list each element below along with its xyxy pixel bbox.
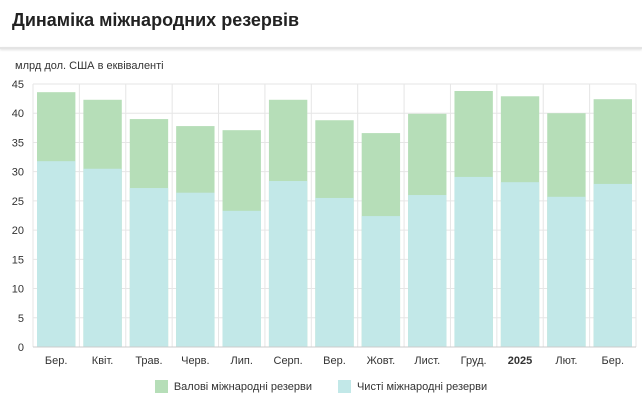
bar-net bbox=[454, 176, 493, 347]
bar-net bbox=[37, 161, 76, 347]
x-tick-label: Лип. bbox=[231, 355, 253, 367]
x-tick-label: Черв. bbox=[181, 355, 209, 367]
bar-net bbox=[593, 183, 632, 347]
bar-net bbox=[222, 210, 261, 347]
y-tick-label: 15 bbox=[12, 254, 24, 266]
bar-net bbox=[129, 188, 169, 347]
bar-net bbox=[361, 216, 401, 347]
y-tick-label: 35 bbox=[12, 137, 24, 149]
x-tick-label: Бер. bbox=[602, 355, 625, 367]
y-tick-label: 40 bbox=[12, 108, 24, 120]
page-title: Динаміка міжнародних резервів bbox=[12, 10, 300, 30]
y-tick-label: 20 bbox=[12, 225, 24, 237]
bar-net bbox=[315, 197, 354, 347]
x-tick-label: Бер. bbox=[45, 355, 68, 367]
legend-label: Валові міжнародні резерви bbox=[173, 380, 312, 393]
divider bbox=[0, 47, 642, 49]
legend: Валові міжнародні резерви Чисті міжнарод… bbox=[0, 380, 642, 393]
legend-label: Чисті міжнародні резерви bbox=[356, 380, 488, 393]
x-tick-label: Груд. bbox=[461, 355, 487, 367]
legend-item-net[interactable]: Чисті міжнародні резерви bbox=[337, 380, 488, 393]
legend-item-gross[interactable]: Валові міжнародні резерви bbox=[154, 380, 312, 393]
y-tick-label: 25 bbox=[12, 196, 24, 208]
x-tick-label: Квіт. bbox=[92, 355, 114, 367]
legend-swatch bbox=[337, 380, 351, 393]
bar-net bbox=[500, 182, 540, 347]
x-tick-label: Лют. bbox=[555, 355, 577, 367]
x-tick-label: Трав. bbox=[135, 355, 162, 367]
x-tick-label: 2025 bbox=[508, 355, 532, 367]
bar-net bbox=[176, 192, 215, 347]
x-tick-label: Лист. bbox=[414, 355, 440, 367]
bar-net bbox=[408, 195, 447, 347]
y-tick-label: 30 bbox=[12, 167, 24, 179]
x-tick-label: Жовт. bbox=[367, 355, 396, 367]
y-axis-label: млрд дол. США в еквіваленті bbox=[15, 60, 164, 72]
bar-net bbox=[83, 168, 122, 347]
y-tick-label: 0 bbox=[18, 342, 24, 354]
legend-swatch bbox=[154, 380, 168, 393]
x-tick-label: Серп. bbox=[274, 355, 303, 367]
bar-net bbox=[547, 196, 586, 347]
y-tick-label: 45 bbox=[12, 79, 24, 91]
y-tick-label: 10 bbox=[12, 284, 24, 296]
y-tick-label: 5 bbox=[18, 313, 24, 325]
x-tick-label: Вер. bbox=[323, 355, 346, 367]
bar-net bbox=[268, 181, 308, 347]
